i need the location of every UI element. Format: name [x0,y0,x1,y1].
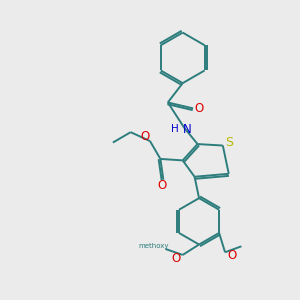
Text: O: O [140,130,149,143]
Text: O: O [194,102,204,115]
Text: N: N [183,123,191,136]
Text: H: H [171,124,178,134]
Text: O: O [172,252,181,265]
Text: O: O [157,178,167,192]
Text: S: S [225,136,233,149]
Text: O: O [227,249,236,262]
Text: methoxy: methoxy [138,243,169,249]
